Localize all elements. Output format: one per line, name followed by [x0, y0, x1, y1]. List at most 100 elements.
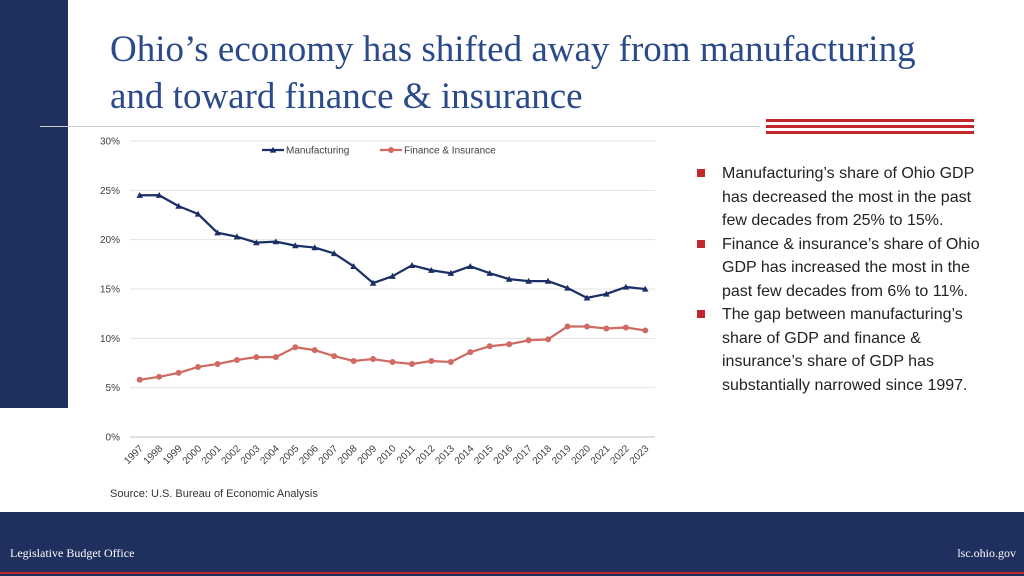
- data-point-finance-insurance: [175, 369, 182, 376]
- x-tick-label: 2005: [278, 443, 302, 467]
- data-point-manufacturing: [194, 210, 202, 217]
- data-point-finance-insurance: [467, 349, 474, 356]
- data-point-manufacturing: [272, 238, 280, 245]
- bullet-text: Finance & insurance’s share of Ohio GDP …: [722, 235, 980, 300]
- legend-label-finance-insurance: Finance & Insurance: [404, 146, 496, 157]
- x-tick-label: 2009: [356, 443, 380, 467]
- data-point-manufacturing: [369, 279, 377, 286]
- x-tick-label: 2012: [414, 443, 438, 467]
- data-point-finance-insurance: [311, 347, 318, 354]
- data-point-finance-insurance: [564, 323, 571, 330]
- x-tick-label: 2010: [375, 443, 399, 467]
- x-tick-label: 2006: [297, 443, 321, 467]
- data-point-manufacturing: [564, 284, 571, 291]
- data-point-finance-insurance: [447, 359, 454, 366]
- y-tick-label: 15%: [100, 285, 120, 296]
- data-point-finance-insurance: [486, 343, 493, 350]
- x-tick-label: 2018: [531, 443, 555, 467]
- y-tick-label: 20%: [100, 235, 120, 246]
- x-tick-label: 2023: [628, 443, 652, 467]
- data-point-finance-insurance: [156, 373, 163, 380]
- red-rule-3: [766, 131, 974, 134]
- bullet-square-icon: [697, 169, 705, 177]
- y-tick-label: 25%: [100, 186, 120, 197]
- footer-website-link[interactable]: lsc.ohio.gov: [957, 546, 1016, 560]
- data-point-manufacturing: [389, 272, 396, 279]
- y-tick-label: 30%: [100, 137, 120, 148]
- x-tick-label: 2016: [492, 443, 516, 467]
- data-point-finance-insurance: [389, 359, 396, 366]
- data-point-manufacturing: [505, 275, 513, 282]
- chart-gridlines: [130, 140, 655, 438]
- data-point-finance-insurance: [583, 323, 590, 330]
- y-tick-label: 0%: [106, 433, 121, 444]
- chart-y-axis: 0% 5% 10% 15% 20% 25% 30%: [100, 137, 120, 444]
- y-tick-label: 5%: [106, 383, 121, 394]
- data-point-manufacturing: [175, 202, 182, 209]
- legend-marker-finance-insurance: [388, 147, 394, 153]
- x-tick-label: 1998: [142, 443, 166, 467]
- chart-x-axis: 1997199819992000200120022003200420052006…: [122, 443, 651, 467]
- chart-series: [136, 191, 649, 383]
- data-point-manufacturing: [253, 239, 260, 246]
- bullet-text: The gap between manufacturing’s share of…: [722, 306, 968, 394]
- x-tick-label: 1999: [161, 443, 185, 467]
- data-point-manufacturing: [136, 191, 144, 198]
- x-tick-label: 2008: [336, 443, 360, 467]
- x-tick-label: 2015: [472, 443, 496, 467]
- data-point-manufacturing: [291, 242, 299, 249]
- series-line-manufacturing: [139, 194, 646, 300]
- data-point-manufacturing: [311, 244, 319, 251]
- data-point-manufacturing: [622, 283, 630, 290]
- x-tick-label: 2004: [258, 443, 282, 467]
- bullet-square-icon: [697, 310, 705, 318]
- data-point-finance-insurance: [545, 336, 552, 343]
- source-note: Source: U.S. Bureau of Economic Analysis: [110, 488, 318, 500]
- footer-bar: Legislative Budget Office lsc.ohio.gov: [0, 512, 1024, 576]
- bullet-text: Manufacturing’s share of Ohio GDP has de…: [722, 165, 974, 229]
- data-point-finance-insurance: [292, 344, 299, 351]
- data-point-finance-insurance: [642, 327, 649, 334]
- data-point-finance-insurance: [408, 360, 415, 367]
- data-point-manufacturing: [428, 266, 435, 273]
- data-point-manufacturing: [466, 263, 474, 269]
- x-tick-label: 2014: [453, 443, 477, 467]
- data-point-finance-insurance: [233, 357, 240, 364]
- bullet-item: The gap between manufacturing’s share of…: [697, 303, 997, 397]
- bullet-item: Finance & insurance’s share of Ohio GDP …: [697, 233, 997, 304]
- data-point-finance-insurance: [525, 337, 532, 344]
- data-point-manufacturing: [603, 290, 610, 297]
- x-tick-label: 2022: [608, 443, 632, 467]
- x-tick-label: 2001: [200, 443, 224, 467]
- x-tick-label: 1997: [122, 443, 146, 467]
- red-rule-2: [766, 125, 974, 128]
- x-tick-label: 2017: [511, 443, 535, 467]
- data-point-finance-insurance: [136, 376, 143, 383]
- x-tick-label: 2007: [317, 443, 341, 467]
- data-point-manufacturing: [641, 285, 649, 292]
- line-chart: 0% 5% 10% 15% 20% 25% 30% 19971998199920002001…: [100, 137, 655, 467]
- data-point-finance-insurance: [272, 354, 279, 361]
- data-point-finance-insurance: [350, 358, 357, 365]
- x-tick-label: 2020: [570, 443, 594, 467]
- data-point-finance-insurance: [370, 356, 377, 363]
- data-point-manufacturing: [214, 229, 221, 236]
- data-point-manufacturing: [525, 277, 532, 284]
- x-tick-label: 2003: [239, 443, 263, 467]
- data-point-finance-insurance: [214, 360, 221, 367]
- data-point-manufacturing: [330, 250, 338, 257]
- data-point-manufacturing: [408, 262, 416, 268]
- x-tick-label: 2000: [181, 443, 205, 467]
- data-point-manufacturing: [233, 233, 241, 240]
- red-accent-rules: [766, 119, 974, 135]
- legend-marker-manufacturing: [269, 146, 277, 153]
- x-tick-label: 2013: [433, 443, 457, 467]
- footer-organization: Legislative Budget Office: [10, 546, 135, 560]
- left-accent-bar: [0, 0, 68, 408]
- data-point-manufacturing: [583, 294, 591, 301]
- series-line-finance-insurance: [139, 325, 646, 381]
- data-point-manufacturing: [486, 269, 494, 276]
- x-tick-label: 2002: [220, 443, 244, 467]
- data-point-finance-insurance: [603, 325, 610, 332]
- slide-title: Ohio’s economy has shifted away from man…: [110, 29, 916, 117]
